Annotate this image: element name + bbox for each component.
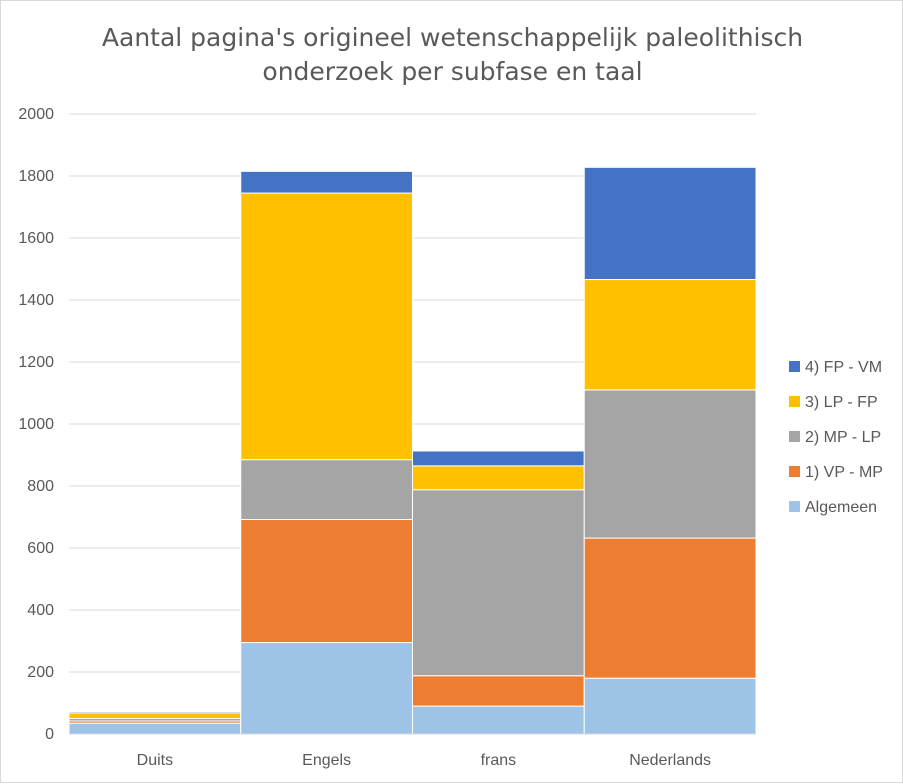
bar-segment-4-fp-vm-engels xyxy=(240,170,413,194)
y-tick-label: 600 xyxy=(27,540,54,557)
x-tick-label: Engels xyxy=(302,752,351,769)
y-tick-label: 200 xyxy=(27,664,54,681)
y-tick-label: 400 xyxy=(27,602,54,619)
y-tick-label: 800 xyxy=(27,478,54,495)
legend-swatch xyxy=(789,361,800,372)
bar-segment-4-fp-vm-duits xyxy=(68,711,242,714)
y-tick-label: 1600 xyxy=(18,230,54,247)
y-tick-label: 1800 xyxy=(18,168,54,185)
bar-segment-3-lp-fp-nederlands xyxy=(583,279,757,391)
legend-label: 2) MP - LP xyxy=(805,429,881,446)
bar-segment-2-mp-lp-nederlands xyxy=(583,389,757,539)
bar-segment-algemeen-nederlands xyxy=(583,677,757,735)
chart-title-line-2: onderzoek per subfase en taal xyxy=(262,57,643,86)
x-tick-label: Duits xyxy=(137,752,173,769)
bar-segment-algemeen-engels xyxy=(240,642,413,735)
bar-segment-1-vp-mp-engels xyxy=(240,518,413,644)
y-tick-label: 2000 xyxy=(18,106,54,123)
bar-segment-2-mp-lp-engels xyxy=(240,459,413,520)
bar-segment-algemeen-duits xyxy=(68,722,242,735)
bar-segment-4-fp-vm-frans xyxy=(412,450,585,467)
bar-segment-3-lp-fp-duits xyxy=(68,712,242,719)
bar-segment-3-lp-fp-engels xyxy=(240,192,413,461)
bar-segment-1-vp-mp-nederlands xyxy=(583,537,757,679)
legend-label: Algemeen xyxy=(805,499,877,516)
bar-segment-3-lp-fp-frans xyxy=(412,465,585,491)
bar-segment-1-vp-mp-frans xyxy=(412,675,585,707)
x-tick-label: frans xyxy=(481,752,517,769)
legend-swatch xyxy=(789,396,800,407)
chart-title-line-1: Aantal pagina's origineel wetenschappeli… xyxy=(101,23,804,52)
legend-label: 3) LP - FP xyxy=(805,394,878,411)
legend-label: 4) FP - VM xyxy=(805,359,882,376)
legend-swatch xyxy=(789,431,800,442)
bar-segment-2-mp-lp-frans xyxy=(412,489,585,677)
legend-swatch xyxy=(789,466,800,477)
y-tick-label: 1400 xyxy=(18,292,54,309)
legend-swatch xyxy=(789,501,800,512)
y-tick-label: 1000 xyxy=(18,416,54,433)
bar-segment-algemeen-frans xyxy=(412,705,585,735)
y-tick-label: 0 xyxy=(45,726,54,743)
x-tick-label: Nederlands xyxy=(629,752,711,769)
bar-segment-4-fp-vm-nederlands xyxy=(583,166,757,281)
legend-label: 1) VP - MP xyxy=(805,464,883,481)
y-tick-label: 1200 xyxy=(18,354,54,371)
